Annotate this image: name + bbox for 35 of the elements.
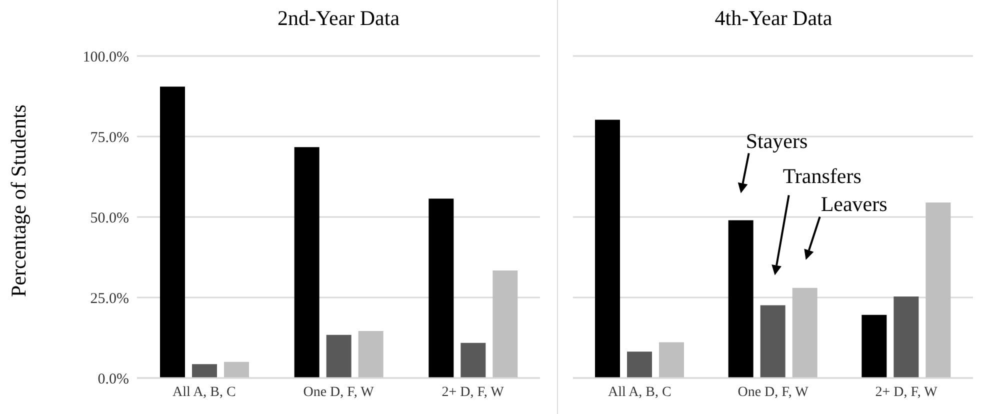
bar [492, 270, 518, 378]
bar [460, 342, 486, 378]
bar [428, 198, 454, 378]
bar [760, 305, 786, 378]
annotation: Leavers [820, 192, 888, 216]
bar [728, 220, 754, 378]
bar [224, 362, 249, 378]
bar [192, 364, 217, 378]
bar [792, 288, 818, 378]
y-axis-title: Percentage of Students [6, 104, 30, 297]
x-tick-label: 2+ D, F, W [442, 384, 505, 400]
bar [595, 120, 620, 378]
annotation: Stayers [746, 129, 808, 154]
annotation: Transfers [782, 164, 862, 188]
y-tick-label: 75.0% [90, 130, 129, 146]
bar [358, 330, 384, 378]
x-tick-label: All A, B, C [608, 384, 672, 400]
y-tick-label: 50.0% [90, 210, 129, 226]
y-tick-label: 0.0% [98, 371, 129, 388]
bar [894, 296, 919, 378]
y-tick-label: 25.0% [90, 290, 129, 307]
x-tick-label: All A, B, C [172, 384, 236, 400]
bar [326, 334, 352, 378]
bar [160, 86, 185, 378]
bar [926, 202, 951, 378]
x-tick-label: One D, F, W [738, 384, 810, 400]
chart-title: 4th-Year Data [714, 6, 834, 31]
x-tick-label: 2+ D, F, W [875, 384, 938, 400]
bar [862, 314, 887, 378]
bar [627, 352, 652, 378]
x-tick-label: One D, F, W [303, 384, 375, 400]
bar [659, 342, 684, 378]
y-tick-label: 100.0% [82, 49, 129, 66]
bar [294, 147, 320, 378]
chart-title: 2nd-Year Data [276, 6, 401, 31]
